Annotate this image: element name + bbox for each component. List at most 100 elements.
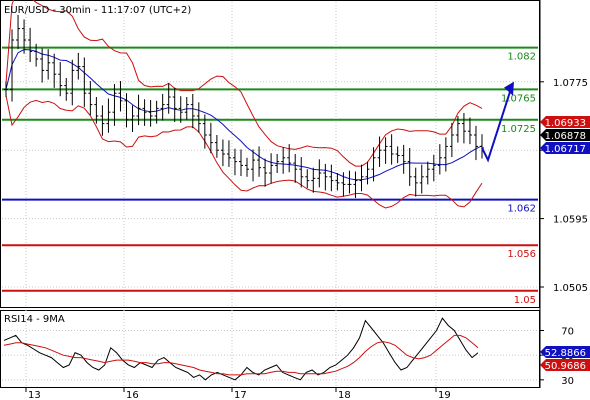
candle — [473, 125, 478, 161]
x-axis: 13 16 17 18 19 — [25, 388, 451, 400]
candle — [76, 52, 81, 80]
rsi-lines — [3, 317, 479, 381]
candle — [443, 137, 448, 172]
candle — [154, 100, 159, 124]
candle — [184, 97, 189, 120]
x-tick-label: 17 — [234, 390, 247, 400]
candle — [88, 81, 93, 116]
candle — [10, 29, 15, 102]
candle — [293, 154, 298, 183]
level-label: 1.056 — [507, 249, 536, 260]
rsi-y-tick-label: 30 — [561, 376, 574, 387]
rsi-series-rsi14 — [3, 317, 479, 381]
candle — [431, 154, 436, 182]
level-label: 1.082 — [507, 52, 536, 63]
candle — [148, 100, 153, 127]
rsi-series-9ma — [3, 334, 479, 376]
candle — [196, 102, 201, 133]
candle — [365, 161, 370, 185]
candle — [317, 159, 322, 188]
candle — [257, 146, 262, 177]
candle — [413, 167, 418, 197]
candle — [353, 171, 358, 199]
candle — [106, 98, 111, 133]
rsi-value-box-label: 52.8866 — [545, 348, 586, 359]
candle — [311, 167, 316, 193]
main-chart-title: EUR/USD - 30min - 11:17:07 (UTC+2) — [4, 5, 191, 16]
forecast-arrow-line — [481, 85, 513, 163]
candle — [407, 147, 412, 186]
candle — [40, 48, 45, 83]
candle — [202, 114, 207, 149]
price-box-label: 1.06717 — [545, 144, 586, 155]
candle — [22, 19, 27, 54]
price-box — [540, 116, 590, 128]
candle — [371, 147, 376, 182]
rsi-y-tick-label: 70 — [561, 327, 574, 338]
support-resistance-levels: 1.082 1.0765 1.0725 1.062 1.056 1.05 — [2, 46, 538, 306]
candle — [329, 164, 334, 192]
level-label: 1.05 — [514, 295, 536, 306]
rsi-value-box-label: 50.9686 — [545, 361, 586, 372]
y-tick-label: 1.0595 — [553, 215, 588, 226]
candle — [449, 122, 454, 158]
main-grid — [2, 2, 538, 306]
candle — [269, 153, 274, 184]
candle — [160, 93, 165, 121]
candle — [178, 96, 183, 123]
bollinger-bands — [5, 0, 483, 209]
y-tick-label: 1.0775 — [553, 78, 588, 89]
x-tick-label: 16 — [126, 390, 139, 400]
price-box — [540, 142, 590, 154]
forecast-arrow-head — [504, 81, 514, 96]
rsi-chart-title: RSI14 - 9MA — [4, 314, 65, 325]
candle — [461, 112, 466, 144]
candle — [28, 27, 33, 63]
level-label: 1.062 — [507, 204, 536, 215]
candle — [70, 59, 75, 106]
candle — [383, 137, 388, 164]
candle — [437, 144, 442, 175]
candle — [34, 43, 39, 67]
candle — [226, 140, 231, 167]
candle — [305, 169, 310, 189]
candle — [401, 144, 406, 174]
candle — [299, 157, 304, 188]
candle — [238, 149, 243, 177]
candle — [214, 135, 219, 158]
rsi-value-boxes: 52.8866 50.9686 — [540, 346, 590, 372]
candle — [287, 144, 292, 173]
candle — [323, 163, 328, 191]
candle — [190, 93, 195, 129]
candle — [359, 164, 364, 192]
rsi-value-box — [540, 346, 590, 358]
candle — [142, 99, 147, 126]
moving-average — [5, 48, 483, 181]
candle — [130, 105, 135, 132]
candle — [275, 154, 280, 173]
y-tick-label: 1.0505 — [553, 283, 588, 294]
candle — [94, 97, 99, 124]
candle — [245, 157, 250, 177]
candle — [220, 139, 225, 167]
candle — [166, 83, 171, 114]
candle — [467, 117, 472, 145]
candle — [389, 134, 394, 165]
rsi-panel-frame — [0, 310, 540, 388]
candle — [263, 158, 268, 187]
candle — [425, 161, 430, 185]
upper-band — [5, 0, 483, 167]
candle — [455, 116, 460, 143]
candle — [232, 148, 237, 176]
candle — [419, 164, 424, 194]
main-panel-frame — [0, 0, 540, 308]
candle — [480, 134, 484, 159]
candle — [124, 93, 129, 128]
rsi-grid — [2, 310, 538, 386]
candle — [341, 172, 346, 197]
candle — [16, 14, 21, 50]
candle — [347, 170, 352, 194]
candle — [136, 94, 141, 126]
candle — [395, 146, 400, 164]
